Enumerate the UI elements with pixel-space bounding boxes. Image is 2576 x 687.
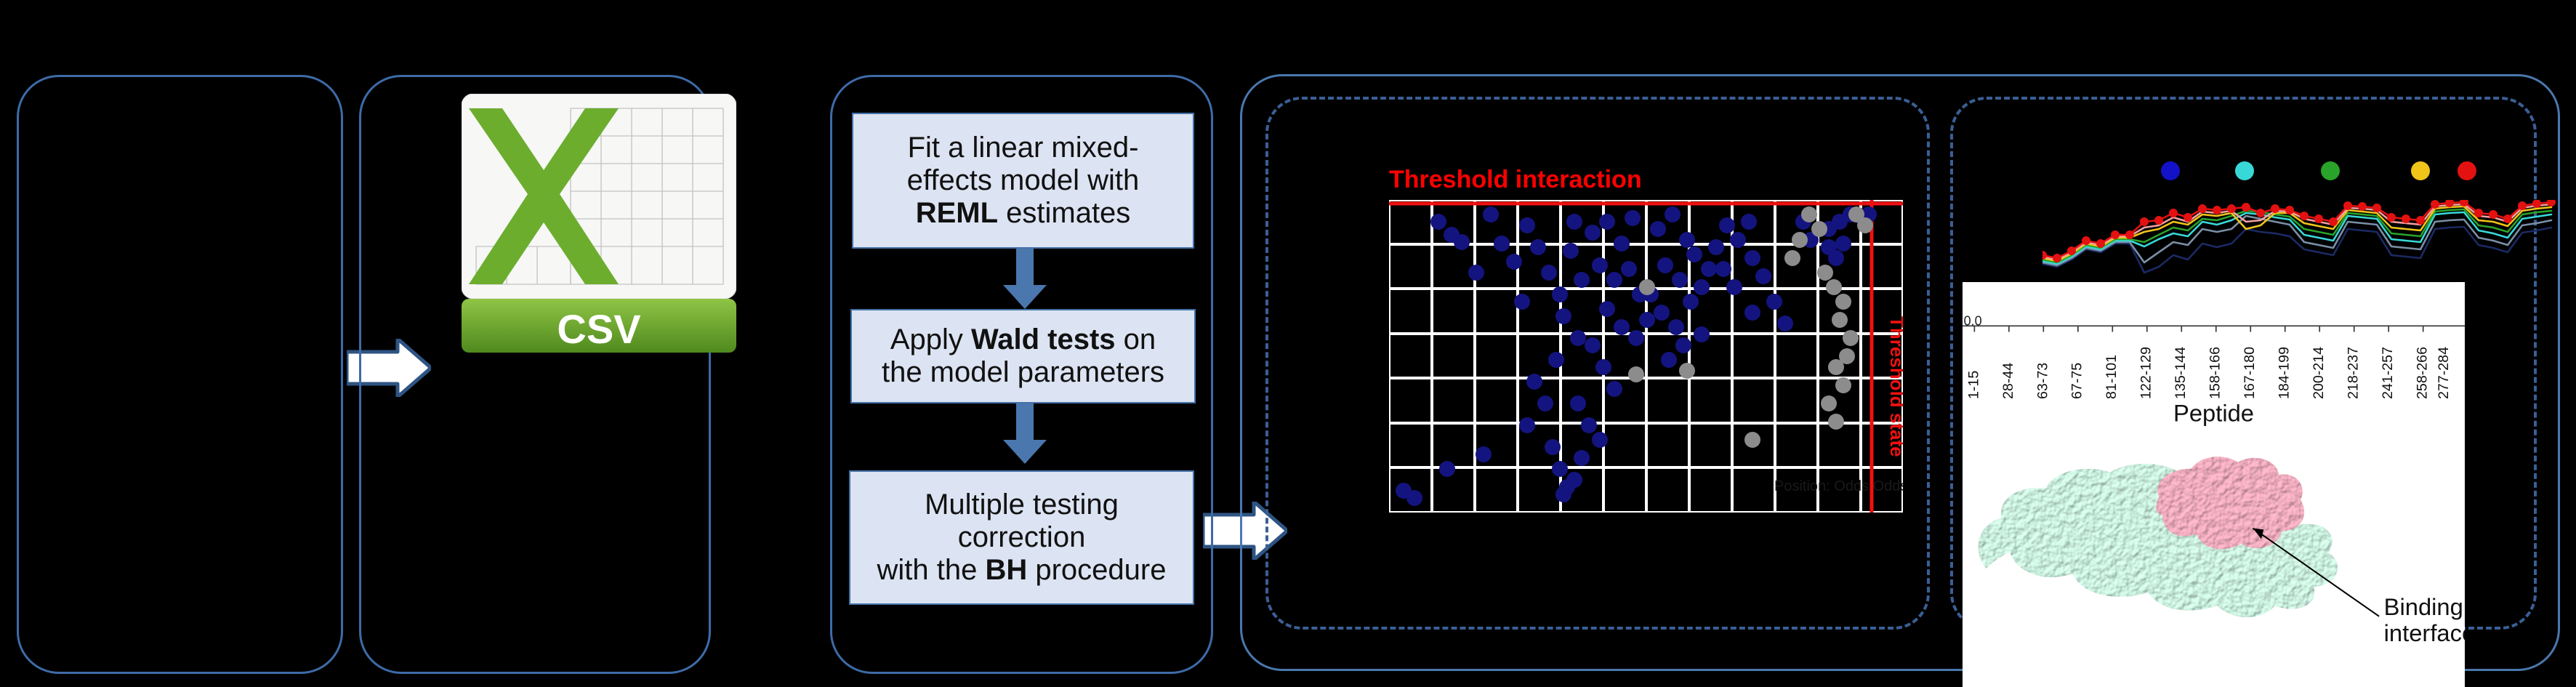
svg-text:Binding: Binding <box>2384 593 2463 620</box>
svg-text:CSV: CSV <box>557 306 640 352</box>
svg-text:interface: interface <box>2384 619 2465 646</box>
svg-text:Threshold state: Threshold state <box>1886 316 1903 457</box>
svg-text:Position: Odds Odds: Position: Odds Odds <box>1774 478 1903 494</box>
